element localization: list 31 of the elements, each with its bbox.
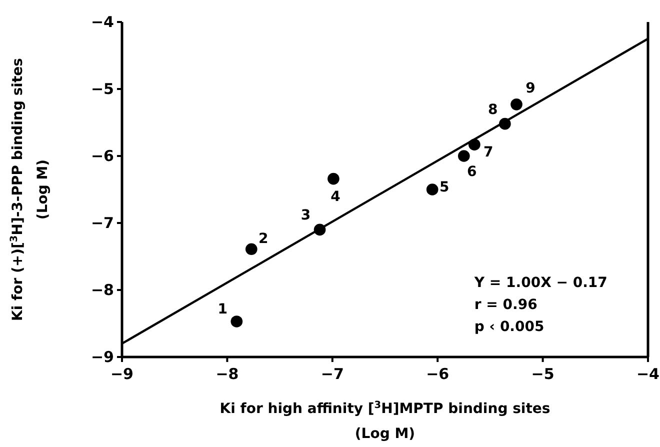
point bbox=[245, 243, 258, 256]
annotation: 8 bbox=[488, 102, 498, 118]
x-tick-label: −8 bbox=[216, 365, 239, 383]
annotation: 3 bbox=[300, 208, 311, 224]
annotation: 1 bbox=[218, 301, 228, 318]
point bbox=[328, 172, 340, 185]
y-tick-label: −4 bbox=[90, 13, 114, 31]
annotation: 2 bbox=[258, 231, 268, 248]
annotation: 4 bbox=[330, 188, 341, 205]
x-tick-label: −5 bbox=[531, 365, 554, 383]
x-axis-title: Ki for high affinity [$^{3}$H]MPTP binding sites (Log M) bbox=[220, 400, 550, 442]
annotation: r = 0.96 bbox=[474, 297, 538, 313]
x-tick-label: −7 bbox=[320, 365, 344, 383]
annotation: 9 bbox=[526, 80, 536, 96]
annotation: 5 bbox=[439, 180, 450, 196]
x-tick-label: −6 bbox=[426, 365, 450, 383]
point bbox=[426, 184, 438, 196]
y-tick-label: −7 bbox=[90, 214, 114, 232]
point bbox=[458, 150, 470, 162]
y-tick-label: −6 bbox=[90, 147, 114, 165]
annotation: 6 bbox=[467, 164, 477, 180]
y-tick-label: −9 bbox=[90, 348, 114, 366]
y-tick-label: −8 bbox=[90, 281, 114, 299]
annotation: Y = 1.00X − 0.17 bbox=[473, 275, 608, 291]
annotation: p ‹ 0.005 bbox=[474, 319, 544, 335]
point bbox=[510, 98, 522, 110]
y-tick-label: −5 bbox=[90, 80, 114, 98]
x-tick-label: −9 bbox=[110, 365, 134, 383]
annotation: 7 bbox=[484, 144, 494, 161]
point bbox=[230, 316, 243, 328]
x-tick-label: −4 bbox=[636, 365, 660, 383]
